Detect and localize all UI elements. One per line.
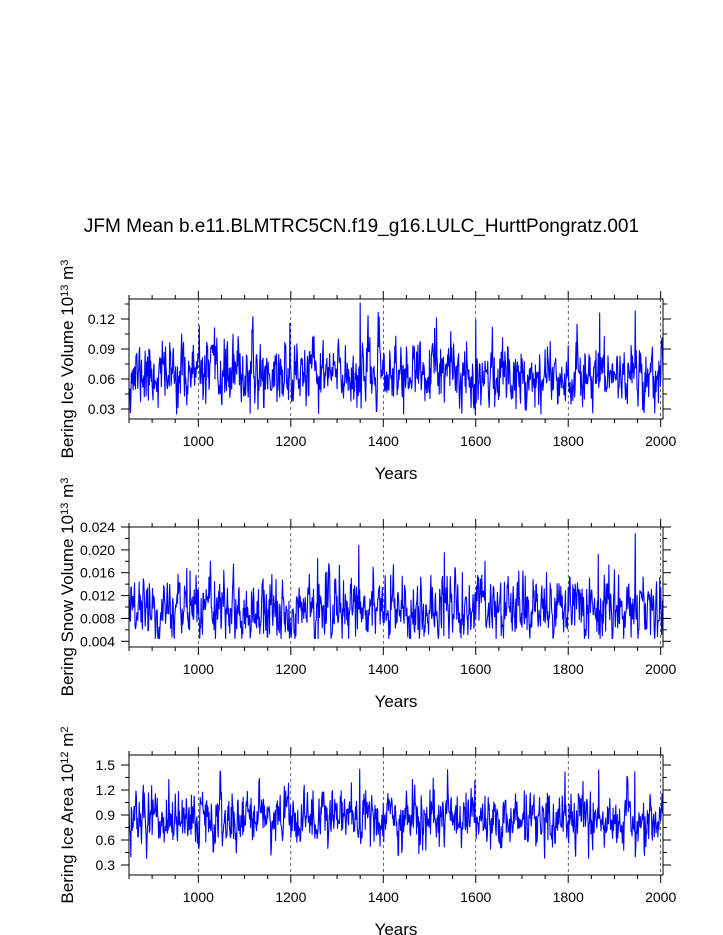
y-axis-unit-exponent: 12 [59,751,71,763]
x-tick-label: 1000 [183,889,214,905]
x-axis-title: Years [375,920,418,935]
x-tick-label: 1800 [553,889,584,905]
x-tick-label: 1400 [368,661,399,677]
panel-ice-area: 1000 1200 1400 1600 1800 2000 0.3 0.6 0.9 1.2 1.5 Y… [58,726,676,935]
y-tick-label: 0.008 [80,610,115,626]
x-tick-label: 1600 [460,433,491,449]
x-axis-title: Years [375,692,418,711]
y-tick-label: 0.9 [96,807,116,823]
y-tick-label: 0.06 [88,371,115,387]
y-axis-title-part: Bering Ice Area 10 [58,764,77,904]
x-tick-label: 2000 [645,433,676,449]
plot-frame [128,526,664,648]
x-tick-label: 1000 [183,661,214,677]
y-axis-unit-exponent: 13 [59,503,71,515]
x-tick-label: 1200 [275,661,306,677]
y-tick-label: 0.6 [96,832,116,848]
x-tick-label: 1600 [460,661,491,677]
panel-ice-volume: 1000 1200 1400 1600 1800 2000 0.03 0.06 0.09 0.12… [58,260,676,483]
y-axis-title-part: m [58,266,77,285]
x-tick-label: 2000 [645,661,676,677]
y-tick-label: 0.020 [80,542,115,558]
x-tick-label: 2000 [645,889,676,905]
y-axis-title: Bering Snow Volume 1013 m3 [58,478,77,697]
y-axis-title-part: m [58,733,77,752]
y-tick-label: 0.012 [80,588,115,604]
x-tick-label: 1400 [368,889,399,905]
x-tick-label: 1200 [275,889,306,905]
x-tick-label: 1800 [553,433,584,449]
x-tick-label: 1200 [275,433,306,449]
y-tick-label: 0.03 [88,401,115,417]
y-axis-unit-exponent: 13 [59,285,71,297]
y-tick-label: 0.09 [88,341,115,357]
chart-title: JFM Mean b.e11.BLMTRC5CN.f19_g16.LULC_Hu… [83,216,640,237]
y-axis-unit-exponent: 2 [59,726,71,732]
y-tick-label: 1.2 [96,782,116,798]
y-tick-label: 0.004 [80,633,115,649]
y-axis-unit-exponent: 3 [59,478,71,484]
x-tick-label: 1600 [460,889,491,905]
x-tick-label: 1000 [183,433,214,449]
y-axis-title: Bering Ice Volume 1013 m3 [58,260,77,459]
y-tick-label: 0.3 [96,857,116,873]
y-axis-title-part: Bering Ice Volume 10 [58,297,77,459]
y-axis-title-part: m [58,484,77,503]
data-series-line [128,533,664,639]
data-series-line [128,302,664,415]
y-axis-title: Bering Ice Area 1012 m2 [58,726,77,903]
y-tick-label: 0.024 [80,519,115,535]
y-tick-label: 0.016 [80,565,115,581]
x-tick-label: 1800 [553,661,584,677]
y-tick-label: 1.5 [96,757,116,773]
y-axis-unit-exponent: 3 [59,260,71,266]
y-axis-title-part: Bering Snow Volume 10 [58,515,77,696]
panel-snow-volume: 1000 1200 1400 1600 1800 2000 0.004 0.008 0.012 0… [58,478,676,711]
x-tick-label: 1400 [368,433,399,449]
y-tick-label: 0.12 [88,311,115,327]
x-axis-title: Years [375,464,418,483]
data-series-line [128,768,664,859]
plot-frame [128,298,664,420]
